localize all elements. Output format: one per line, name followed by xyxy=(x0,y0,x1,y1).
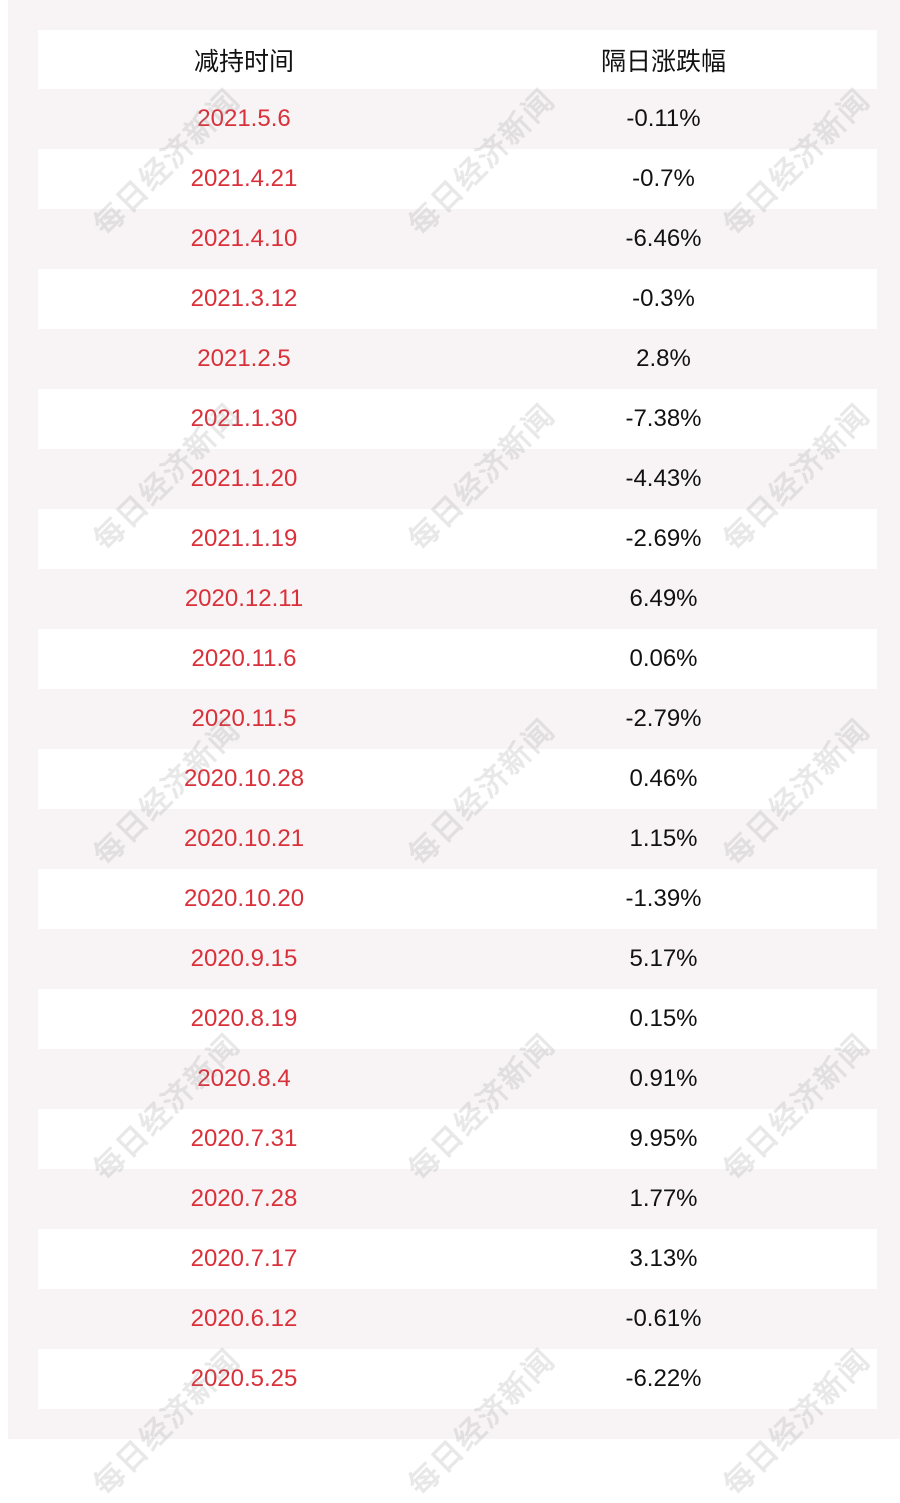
table-row: 2021.3.12 -0.3% xyxy=(38,269,877,329)
table-row: 2020.10.20 -1.39% xyxy=(38,869,877,929)
reduction-date: 2021.2.5 xyxy=(197,345,291,372)
next-day-change: -0.61% xyxy=(625,1305,702,1332)
reduction-date: 2020.7.17 xyxy=(190,1245,298,1272)
table-row: 2020.12.11 6.49% xyxy=(38,569,877,629)
table-row: 2020.7.31 9.95% xyxy=(38,1109,877,1169)
header-reduction-time: 减持时间 xyxy=(193,47,294,76)
reduction-date: 2021.1.30 xyxy=(190,405,298,432)
table-row: 2020.5.25 -6.22% xyxy=(38,1349,877,1409)
next-day-change: 6.49% xyxy=(629,585,698,612)
reduction-date: 2020.11.6 xyxy=(191,645,297,672)
table-row: 2021.1.30 -7.38% xyxy=(38,389,877,449)
next-day-change: 1.77% xyxy=(629,1185,698,1212)
next-day-change: 5.17% xyxy=(629,945,698,972)
header-next-day-change: 隔日涨跌幅 xyxy=(600,47,726,76)
next-day-change: -2.79% xyxy=(625,705,702,732)
table-row: 2020.11.6 0.06% xyxy=(38,629,877,689)
reduction-date: 2020.10.21 xyxy=(183,825,305,852)
reduction-date: 2021.5.6 xyxy=(197,105,291,132)
next-day-change: 9.95% xyxy=(629,1125,698,1152)
table-row: 2020.8.19 0.15% xyxy=(38,989,877,1049)
table-row: 2020.10.28 0.46% xyxy=(38,749,877,809)
next-day-change: -0.11% xyxy=(626,105,701,132)
next-day-change: -2.69% xyxy=(625,525,702,552)
table-row: 2021.1.19 -2.69% xyxy=(38,509,877,569)
reduction-date: 2020.12.11 xyxy=(184,585,304,612)
table-row: 2021.1.20 -4.43% xyxy=(38,449,877,509)
next-day-change: -0.3% xyxy=(632,285,695,312)
reduction-date: 2020.7.31 xyxy=(190,1125,298,1152)
next-day-change: -6.46% xyxy=(625,225,702,252)
table-row: 2020.11.5 -2.79% xyxy=(38,689,877,749)
next-day-change: 1.15% xyxy=(629,825,698,852)
table-row: 2020.6.12 -0.61% xyxy=(38,1289,877,1349)
reduction-date: 2021.1.19 xyxy=(190,525,298,552)
reduction-date: 2020.5.25 xyxy=(190,1365,298,1392)
next-day-change: -7.38% xyxy=(625,405,702,432)
table-row: 2020.7.17 3.13% xyxy=(38,1229,877,1289)
reduction-date: 2020.6.12 xyxy=(190,1305,298,1332)
reduction-date: 2020.8.19 xyxy=(190,1005,298,1032)
next-day-change: 2.8% xyxy=(636,345,691,372)
reduction-date: 2020.7.28 xyxy=(190,1185,298,1212)
next-day-change: -6.22% xyxy=(625,1365,702,1392)
table-row: 2021.5.6 -0.11% xyxy=(38,89,877,149)
reduction-date: 2020.10.20 xyxy=(183,885,305,912)
reduction-table: 减持时间 隔日涨跌幅 2021.5.6 -0.11% 2021.4.21 -0.7% 2… xyxy=(38,30,877,1409)
reduction-date: 2020.9.15 xyxy=(190,945,298,972)
reduction-date: 2021.1.20 xyxy=(190,465,298,492)
next-day-change: 0.06% xyxy=(629,645,698,672)
table-row: 2021.2.5 2.8% xyxy=(38,329,877,389)
table-row: 2020.10.21 1.15% xyxy=(38,809,877,869)
table-row: 2020.9.15 5.17% xyxy=(38,929,877,989)
table-row: 2020.8.4 0.91% xyxy=(38,1049,877,1109)
reduction-date: 2021.4.21 xyxy=(190,165,298,192)
reduction-date: 2020.8.4 xyxy=(197,1065,291,1092)
next-day-change: 3.13% xyxy=(629,1245,698,1272)
reduction-date: 2021.4.10 xyxy=(190,225,298,252)
table-row: 2021.4.21 -0.7% xyxy=(38,149,877,209)
next-day-change: -0.7% xyxy=(632,165,695,192)
table-row: 2020.7.28 1.77% xyxy=(38,1169,877,1229)
reduction-date: 2021.3.12 xyxy=(190,285,298,312)
next-day-change: 0.46% xyxy=(629,765,698,792)
next-day-change: 0.15% xyxy=(629,1005,698,1032)
reduction-date: 2020.10.28 xyxy=(183,765,305,792)
next-day-change: 0.91% xyxy=(629,1065,698,1092)
table-header: 减持时间 隔日涨跌幅 xyxy=(38,30,877,89)
table-row: 2021.4.10 -6.46% xyxy=(38,209,877,269)
reduction-date: 2020.11.5 xyxy=(191,705,297,732)
next-day-change: -1.39% xyxy=(625,885,702,912)
next-day-change: -4.43% xyxy=(625,465,702,492)
